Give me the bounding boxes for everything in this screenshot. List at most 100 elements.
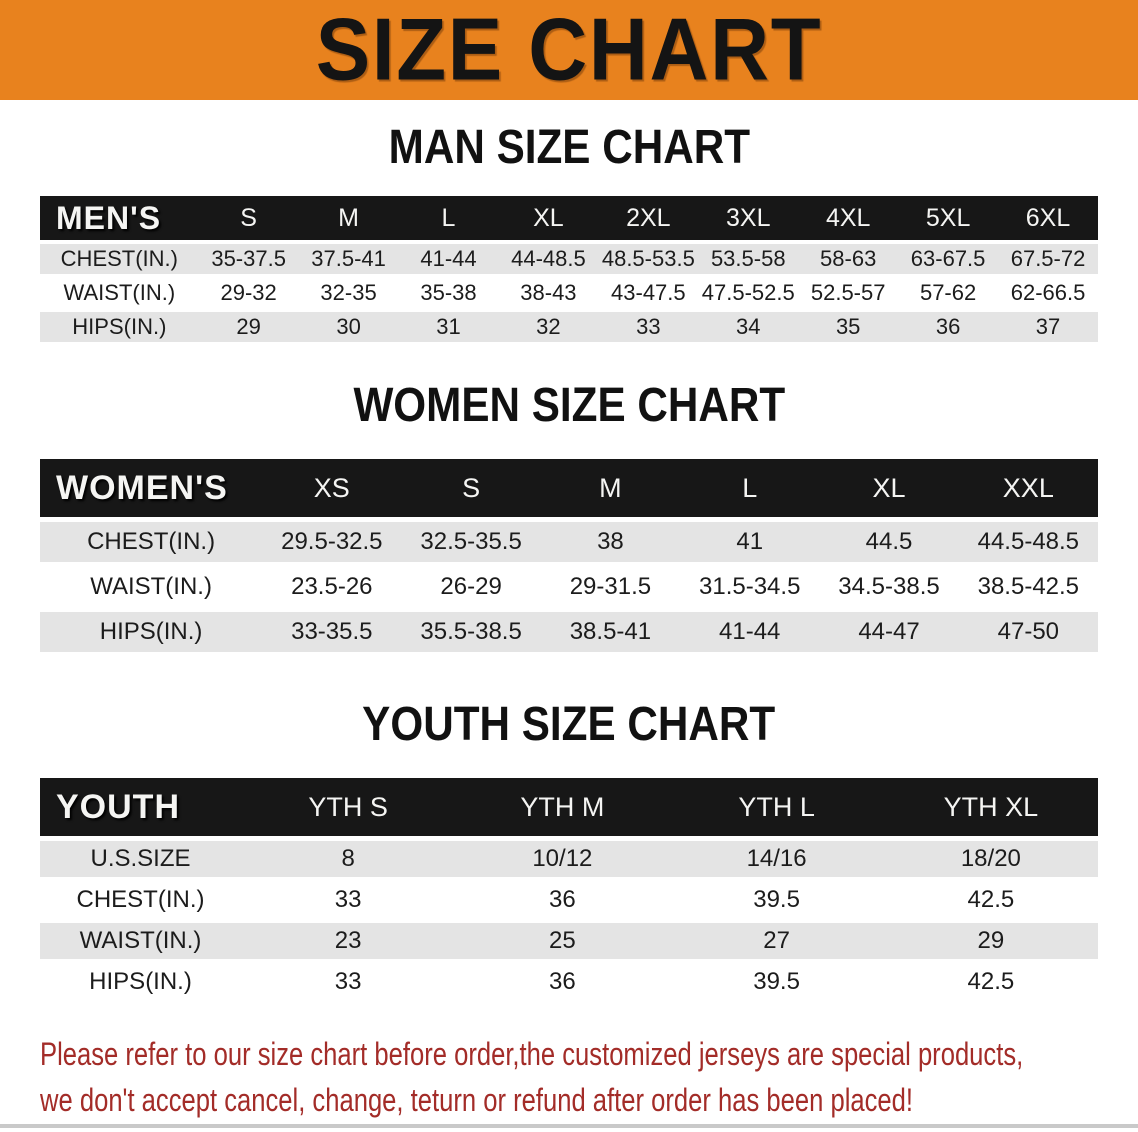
row-label-cell: CHEST(IN.): [40, 244, 199, 274]
value-cell: 39.5: [669, 964, 884, 1000]
size-header-cell: YTH XL: [883, 778, 1098, 836]
row-label-cell: HIPS(IN.): [40, 964, 242, 1000]
value-cell: 29-31.5: [540, 567, 681, 607]
value-cell: 32: [498, 312, 599, 342]
value-cell: 35-38: [398, 278, 499, 308]
value-cell: 41: [680, 522, 820, 562]
value-cell: 33: [241, 964, 456, 1000]
value-cell: 34.5-38.5: [819, 567, 959, 607]
value-cell: 26-29: [401, 567, 541, 607]
size-header-cell: 5XL: [898, 196, 999, 240]
table-row: WAIST(IN.) 29-32 32-35 35-38 38-43 43-47.5 47.…: [40, 278, 1098, 308]
youth-size-table: YOUTH YTH S YTH M YTH L YTH XL U.S.SIZE 8 10/12…: [40, 773, 1098, 1005]
table-row: CHEST(IN.) 33 36 39.5 42.5: [40, 882, 1098, 918]
size-header-cell: L: [680, 459, 820, 517]
value-cell: 44-48.5: [498, 244, 599, 274]
youth-section-heading: YOUTH SIZE CHART: [0, 701, 1138, 749]
table-header-row: WOMEN'S XS S M L XL XXL: [40, 459, 1098, 517]
women-section-title: WOMEN SIZE CHART: [353, 379, 785, 432]
value-cell: 37: [998, 312, 1098, 342]
value-cell: 41-44: [398, 244, 499, 274]
value-cell: 41-44: [680, 612, 820, 652]
disclaimer-line-2: we don't accept cancel, change, teturn o…: [40, 1082, 913, 1118]
value-cell: 43-47.5: [598, 278, 699, 308]
value-cell: 44.5-48.5: [958, 522, 1098, 562]
size-header-cell: XL: [819, 459, 959, 517]
bottom-divider: [0, 1124, 1138, 1128]
banner-title: SIZE CHART: [315, 0, 823, 99]
row-label-cell: HIPS(IN.): [40, 312, 199, 342]
value-cell: 33-35.5: [262, 612, 402, 652]
value-cell: 37.5-41: [298, 244, 399, 274]
size-header-cell: 3XL: [698, 196, 799, 240]
row-label-cell: U.S.SIZE: [40, 841, 242, 877]
value-cell: 31: [398, 312, 499, 342]
size-header-cell: XL: [498, 196, 599, 240]
table-row: WAIST(IN.) 23 25 27 29: [40, 923, 1098, 959]
value-cell: 58-63: [798, 244, 899, 274]
value-cell: 67.5-72: [998, 244, 1098, 274]
value-cell: 52.5-57: [798, 278, 899, 308]
size-header-cell: 4XL: [798, 196, 899, 240]
man-section-heading: MAN SIZE CHART: [0, 124, 1138, 172]
value-cell: 47.5-52.5: [698, 278, 799, 308]
women-size-table: WOMEN'S XS S M L XL XXL CHEST(IN.) 29.5-32.5 32.5…: [40, 454, 1098, 657]
size-header-cell: YTH L: [669, 778, 884, 836]
row-label-cell: HIPS(IN.): [40, 612, 263, 652]
value-cell: 36: [455, 882, 670, 918]
value-cell: 35: [798, 312, 899, 342]
table-title-cell: WOMEN'S: [40, 459, 263, 517]
value-cell: 27: [669, 923, 884, 959]
table-header-row: YOUTH YTH S YTH M YTH L YTH XL: [40, 778, 1098, 836]
table-title-cell: MEN'S: [40, 196, 199, 240]
size-header-cell: XS: [262, 459, 402, 517]
value-cell: 62-66.5: [998, 278, 1098, 308]
size-header-cell: 2XL: [598, 196, 699, 240]
table-header-row: MEN'S S M L XL 2XL 3XL 4XL 5XL 6XL: [40, 196, 1098, 240]
table-row: U.S.SIZE 8 10/12 14/16 18/20: [40, 841, 1098, 877]
value-cell: 29: [198, 312, 299, 342]
disclaimer-text: Please refer to our size chart before or…: [40, 1031, 1138, 1123]
value-cell: 38: [540, 522, 681, 562]
size-table: MEN'S S M L XL 2XL 3XL 4XL 5XL 6XL CHEST(IN.) 35-37…: [40, 192, 1098, 346]
youth-section-title: YOUTH SIZE CHART: [362, 698, 776, 751]
value-cell: 35.5-38.5: [401, 612, 541, 652]
value-cell: 38-43: [498, 278, 599, 308]
value-cell: 38.5-42.5: [958, 567, 1098, 607]
disclaimer-line-1: Please refer to our size chart before or…: [40, 1036, 1024, 1072]
value-cell: 29-32: [198, 278, 299, 308]
table-row: CHEST(IN.) 35-37.5 37.5-41 41-44 44-48.5 48.5…: [40, 244, 1098, 274]
value-cell: 35-37.5: [198, 244, 299, 274]
value-cell: 63-67.5: [898, 244, 999, 274]
size-header-cell: M: [540, 459, 681, 517]
value-cell: 44.5: [819, 522, 959, 562]
value-cell: 42.5: [883, 964, 1098, 1000]
size-chart-banner: SIZE CHART: [0, 0, 1138, 100]
value-cell: 36: [455, 964, 670, 1000]
table-title-cell: YOUTH: [40, 778, 242, 836]
value-cell: 23.5-26: [262, 567, 402, 607]
size-header-cell: M: [298, 196, 399, 240]
value-cell: 33: [241, 882, 456, 918]
value-cell: 38.5-41: [540, 612, 681, 652]
value-cell: 31.5-34.5: [680, 567, 820, 607]
value-cell: 29.5-32.5: [262, 522, 402, 562]
value-cell: 33: [598, 312, 699, 342]
value-cell: 14/16: [669, 841, 884, 877]
size-header-cell: 6XL: [998, 196, 1098, 240]
value-cell: 23: [241, 923, 456, 959]
value-cell: 30: [298, 312, 399, 342]
value-cell: 53.5-58: [698, 244, 799, 274]
man-size-table: MEN'S S M L XL 2XL 3XL 4XL 5XL 6XL CHEST(IN.) 35-37…: [40, 192, 1098, 346]
table-row: WAIST(IN.) 23.5-26 26-29 29-31.5 31.5-34.5 34…: [40, 567, 1098, 607]
value-cell: 18/20: [883, 841, 1098, 877]
row-label-cell: CHEST(IN.): [40, 882, 242, 918]
value-cell: 44-47: [819, 612, 959, 652]
size-header-cell: YTH S: [241, 778, 456, 836]
table-row: CHEST(IN.) 29.5-32.5 32.5-35.5 38 41 44.5 44.5…: [40, 522, 1098, 562]
size-header-cell: XXL: [958, 459, 1098, 517]
value-cell: 42.5: [883, 882, 1098, 918]
table-row: HIPS(IN.) 33-35.5 35.5-38.5 38.5-41 41-44 44-…: [40, 612, 1098, 652]
size-table: WOMEN'S XS S M L XL XXL CHEST(IN.) 29.5-32.5 32.5…: [40, 454, 1098, 657]
women-section-heading: WOMEN SIZE CHART: [0, 382, 1138, 430]
